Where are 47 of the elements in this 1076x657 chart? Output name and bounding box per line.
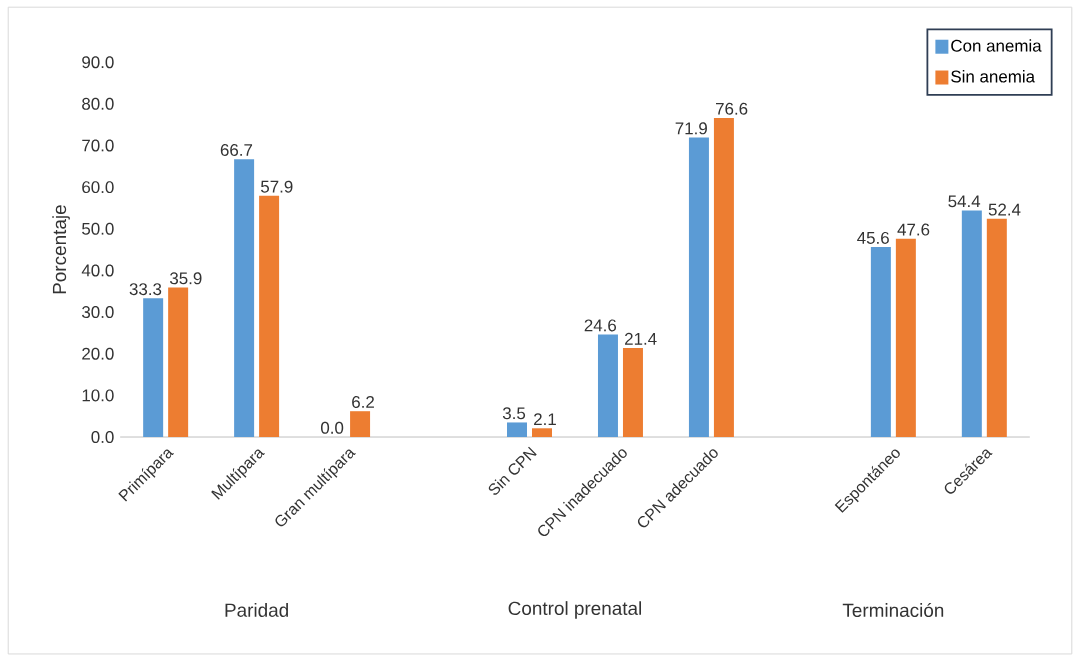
legend-label: Sin anemia <box>951 70 1036 83</box>
text: Terminación <box>842 602 944 617</box>
y-tick-label: 20.0 <box>82 347 114 360</box>
y-tick-label: 90.0 <box>82 56 114 69</box>
data-label: 71.9 <box>675 122 707 135</box>
bar <box>532 428 552 437</box>
data-label: 35.9 <box>169 272 202 285</box>
bar <box>895 238 916 437</box>
bar <box>507 422 528 437</box>
data-label: 76.6 <box>716 102 748 115</box>
bar <box>622 347 643 437</box>
bar <box>597 334 618 437</box>
y-tick-label: 40.0 <box>81 264 114 277</box>
data-label: 54.4 <box>948 195 981 208</box>
data-label: 45.6 <box>857 231 889 244</box>
data-label: 57.9 <box>260 180 293 193</box>
bar <box>986 218 1007 437</box>
data-label: 52.4 <box>988 203 1021 216</box>
bar <box>961 210 982 437</box>
legend-label: Con anemia <box>951 39 1042 52</box>
bar <box>350 411 371 437</box>
data-label: 6.2 <box>352 395 374 408</box>
y-tick-label: 70.0 <box>82 139 114 152</box>
data-label: 3.5 <box>502 407 526 420</box>
data-label: 0.0 <box>321 421 344 434</box>
y-tick-label: 50.0 <box>82 222 114 235</box>
bar <box>688 137 709 437</box>
bar <box>168 287 189 437</box>
bar <box>143 298 164 437</box>
y-axis-title: Porcentaje <box>52 205 70 294</box>
data-label: 24.6 <box>584 319 617 332</box>
data-label: 47.6 <box>897 223 930 236</box>
bar <box>870 247 891 437</box>
y-tick-label: 30.0 <box>82 306 114 319</box>
bar <box>713 117 734 437</box>
data-label: 33.3 <box>129 283 162 296</box>
bar <box>234 159 255 437</box>
y-tick-label: 60.0 <box>82 181 114 194</box>
data-label: 2.1 <box>534 413 556 426</box>
y-tick-label: 0.0 <box>91 430 114 443</box>
bar <box>259 195 280 437</box>
data-label: 66.7 <box>220 143 253 156</box>
y-tick-label: 80.0 <box>82 97 114 110</box>
text: Control prenatal <box>508 601 641 619</box>
data-label: 21.4 <box>625 332 657 345</box>
y-tick-label: 10.0 <box>82 389 114 402</box>
text: Paridad <box>225 602 288 617</box>
